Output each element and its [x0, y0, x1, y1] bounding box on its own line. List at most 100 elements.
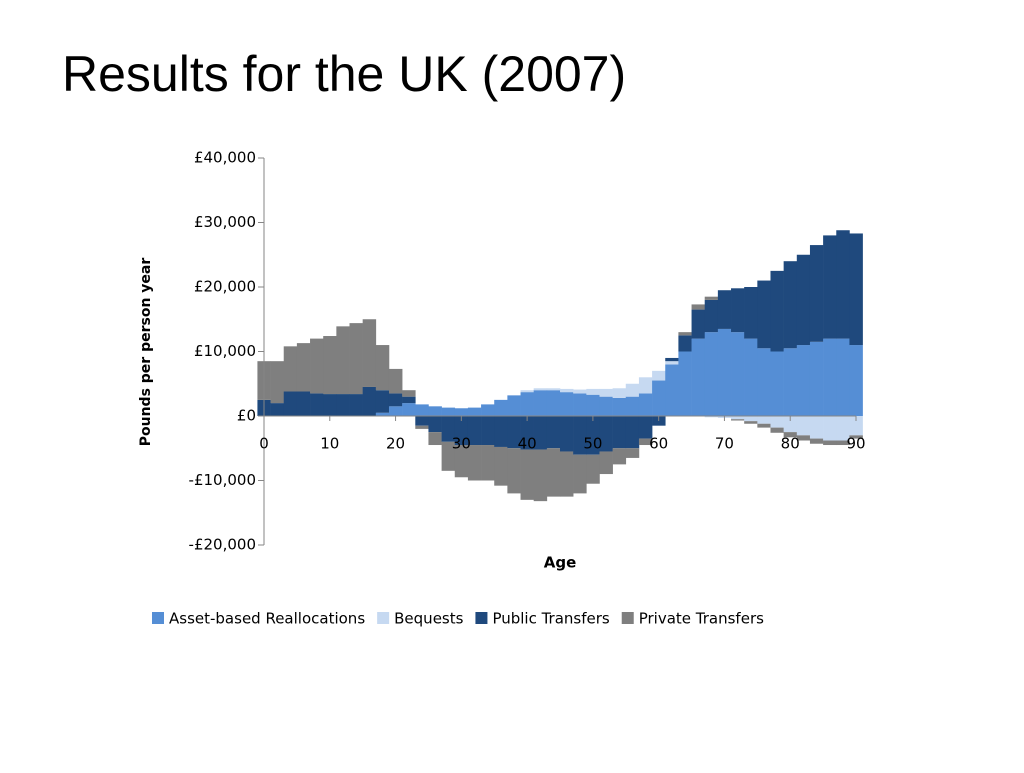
area-step — [652, 370, 666, 381]
area-step — [691, 304, 706, 310]
area-step — [704, 332, 719, 416]
area-step — [481, 416, 495, 446]
area-step — [783, 261, 798, 349]
area-step — [349, 323, 363, 395]
area-step — [691, 338, 706, 416]
area-step — [770, 427, 784, 433]
area-step — [836, 338, 850, 416]
area-step — [481, 445, 495, 481]
x-tick-label: 80 — [781, 435, 800, 453]
area-step — [533, 390, 548, 416]
area-step — [573, 454, 587, 494]
area-step — [283, 391, 298, 416]
area-step — [560, 388, 574, 393]
area-step — [546, 390, 561, 416]
y-axis-label: Pounds per person year — [138, 258, 154, 447]
area-step — [428, 416, 442, 433]
area-step — [612, 416, 627, 449]
area-step — [454, 408, 469, 416]
area-step — [362, 319, 377, 387]
area-step — [809, 438, 824, 444]
area-step — [310, 338, 324, 394]
area-step — [336, 394, 350, 416]
area-step — [625, 416, 640, 449]
x-tick-label: 90 — [846, 435, 865, 453]
legend-swatch — [621, 612, 634, 624]
area-step — [678, 332, 692, 336]
legend-swatch — [377, 612, 390, 624]
axes: -£20,000 -£10,000 £0 £10,000 £20,000 £30,000 £… — [189, 149, 866, 554]
legend-label: Private Transfers — [639, 610, 764, 628]
area-step — [520, 392, 534, 416]
y-tick-label: £20,000 — [194, 278, 256, 296]
area-step — [454, 416, 469, 446]
legend-label: Bequests — [394, 610, 463, 628]
area-step — [296, 343, 311, 392]
area-step — [717, 290, 732, 329]
area-step — [757, 416, 771, 424]
area-step — [560, 392, 574, 416]
area-step — [402, 390, 416, 397]
area-step — [428, 406, 442, 416]
area-step — [770, 270, 784, 352]
legend-label: Asset-based Reallocations — [169, 610, 365, 628]
area-step — [704, 416, 719, 418]
area-step — [599, 396, 613, 416]
area-step — [441, 416, 456, 442]
area-step — [796, 435, 811, 441]
area-step — [599, 388, 613, 397]
area-step — [665, 361, 679, 365]
area-step — [678, 335, 692, 352]
area-step — [731, 419, 745, 421]
area-step — [586, 454, 600, 484]
area-step — [849, 435, 863, 439]
area-step — [375, 390, 390, 413]
area-step — [704, 296, 719, 300]
x-tick-label: 20 — [386, 435, 405, 453]
area-step — [652, 380, 666, 416]
area-step — [375, 412, 390, 416]
area-step — [599, 451, 613, 475]
area-step — [836, 230, 850, 339]
area-step — [612, 448, 627, 465]
area-step — [809, 245, 824, 342]
area-step — [520, 390, 534, 393]
area-step — [823, 440, 837, 446]
area-step — [467, 416, 482, 446]
area-step — [586, 394, 600, 416]
area-step — [573, 416, 587, 455]
area-step — [349, 394, 363, 416]
area-step — [731, 332, 745, 416]
area-step — [704, 299, 719, 333]
y-tick-label: £0 — [237, 407, 256, 425]
area-step — [836, 416, 850, 441]
area-step — [546, 448, 561, 497]
area-step — [770, 416, 784, 428]
area-step — [428, 432, 442, 446]
area-step — [336, 326, 350, 395]
area-step — [849, 233, 863, 346]
area-step — [783, 432, 798, 438]
x-tick-label: 40 — [518, 435, 537, 453]
x-axis-label: Age — [544, 554, 577, 572]
x-tick-label: 60 — [649, 435, 668, 453]
x-tick-label: 0 — [259, 435, 269, 453]
area-step — [757, 423, 771, 428]
area-step — [809, 416, 824, 439]
area-step — [560, 416, 574, 452]
slide-title: Results for the UK (2007) — [62, 46, 626, 102]
x-tick-label: 10 — [320, 435, 339, 453]
area-step — [665, 357, 679, 362]
area-step — [573, 393, 587, 416]
area-step — [415, 404, 429, 416]
area-step — [796, 345, 811, 416]
area-step — [599, 416, 613, 452]
plot — [257, 230, 863, 502]
area-step — [507, 448, 521, 494]
area-step — [836, 440, 850, 446]
area-step — [520, 449, 534, 500]
y-tick-label: £10,000 — [194, 342, 256, 360]
area-step — [507, 395, 521, 416]
area-step — [481, 404, 495, 416]
